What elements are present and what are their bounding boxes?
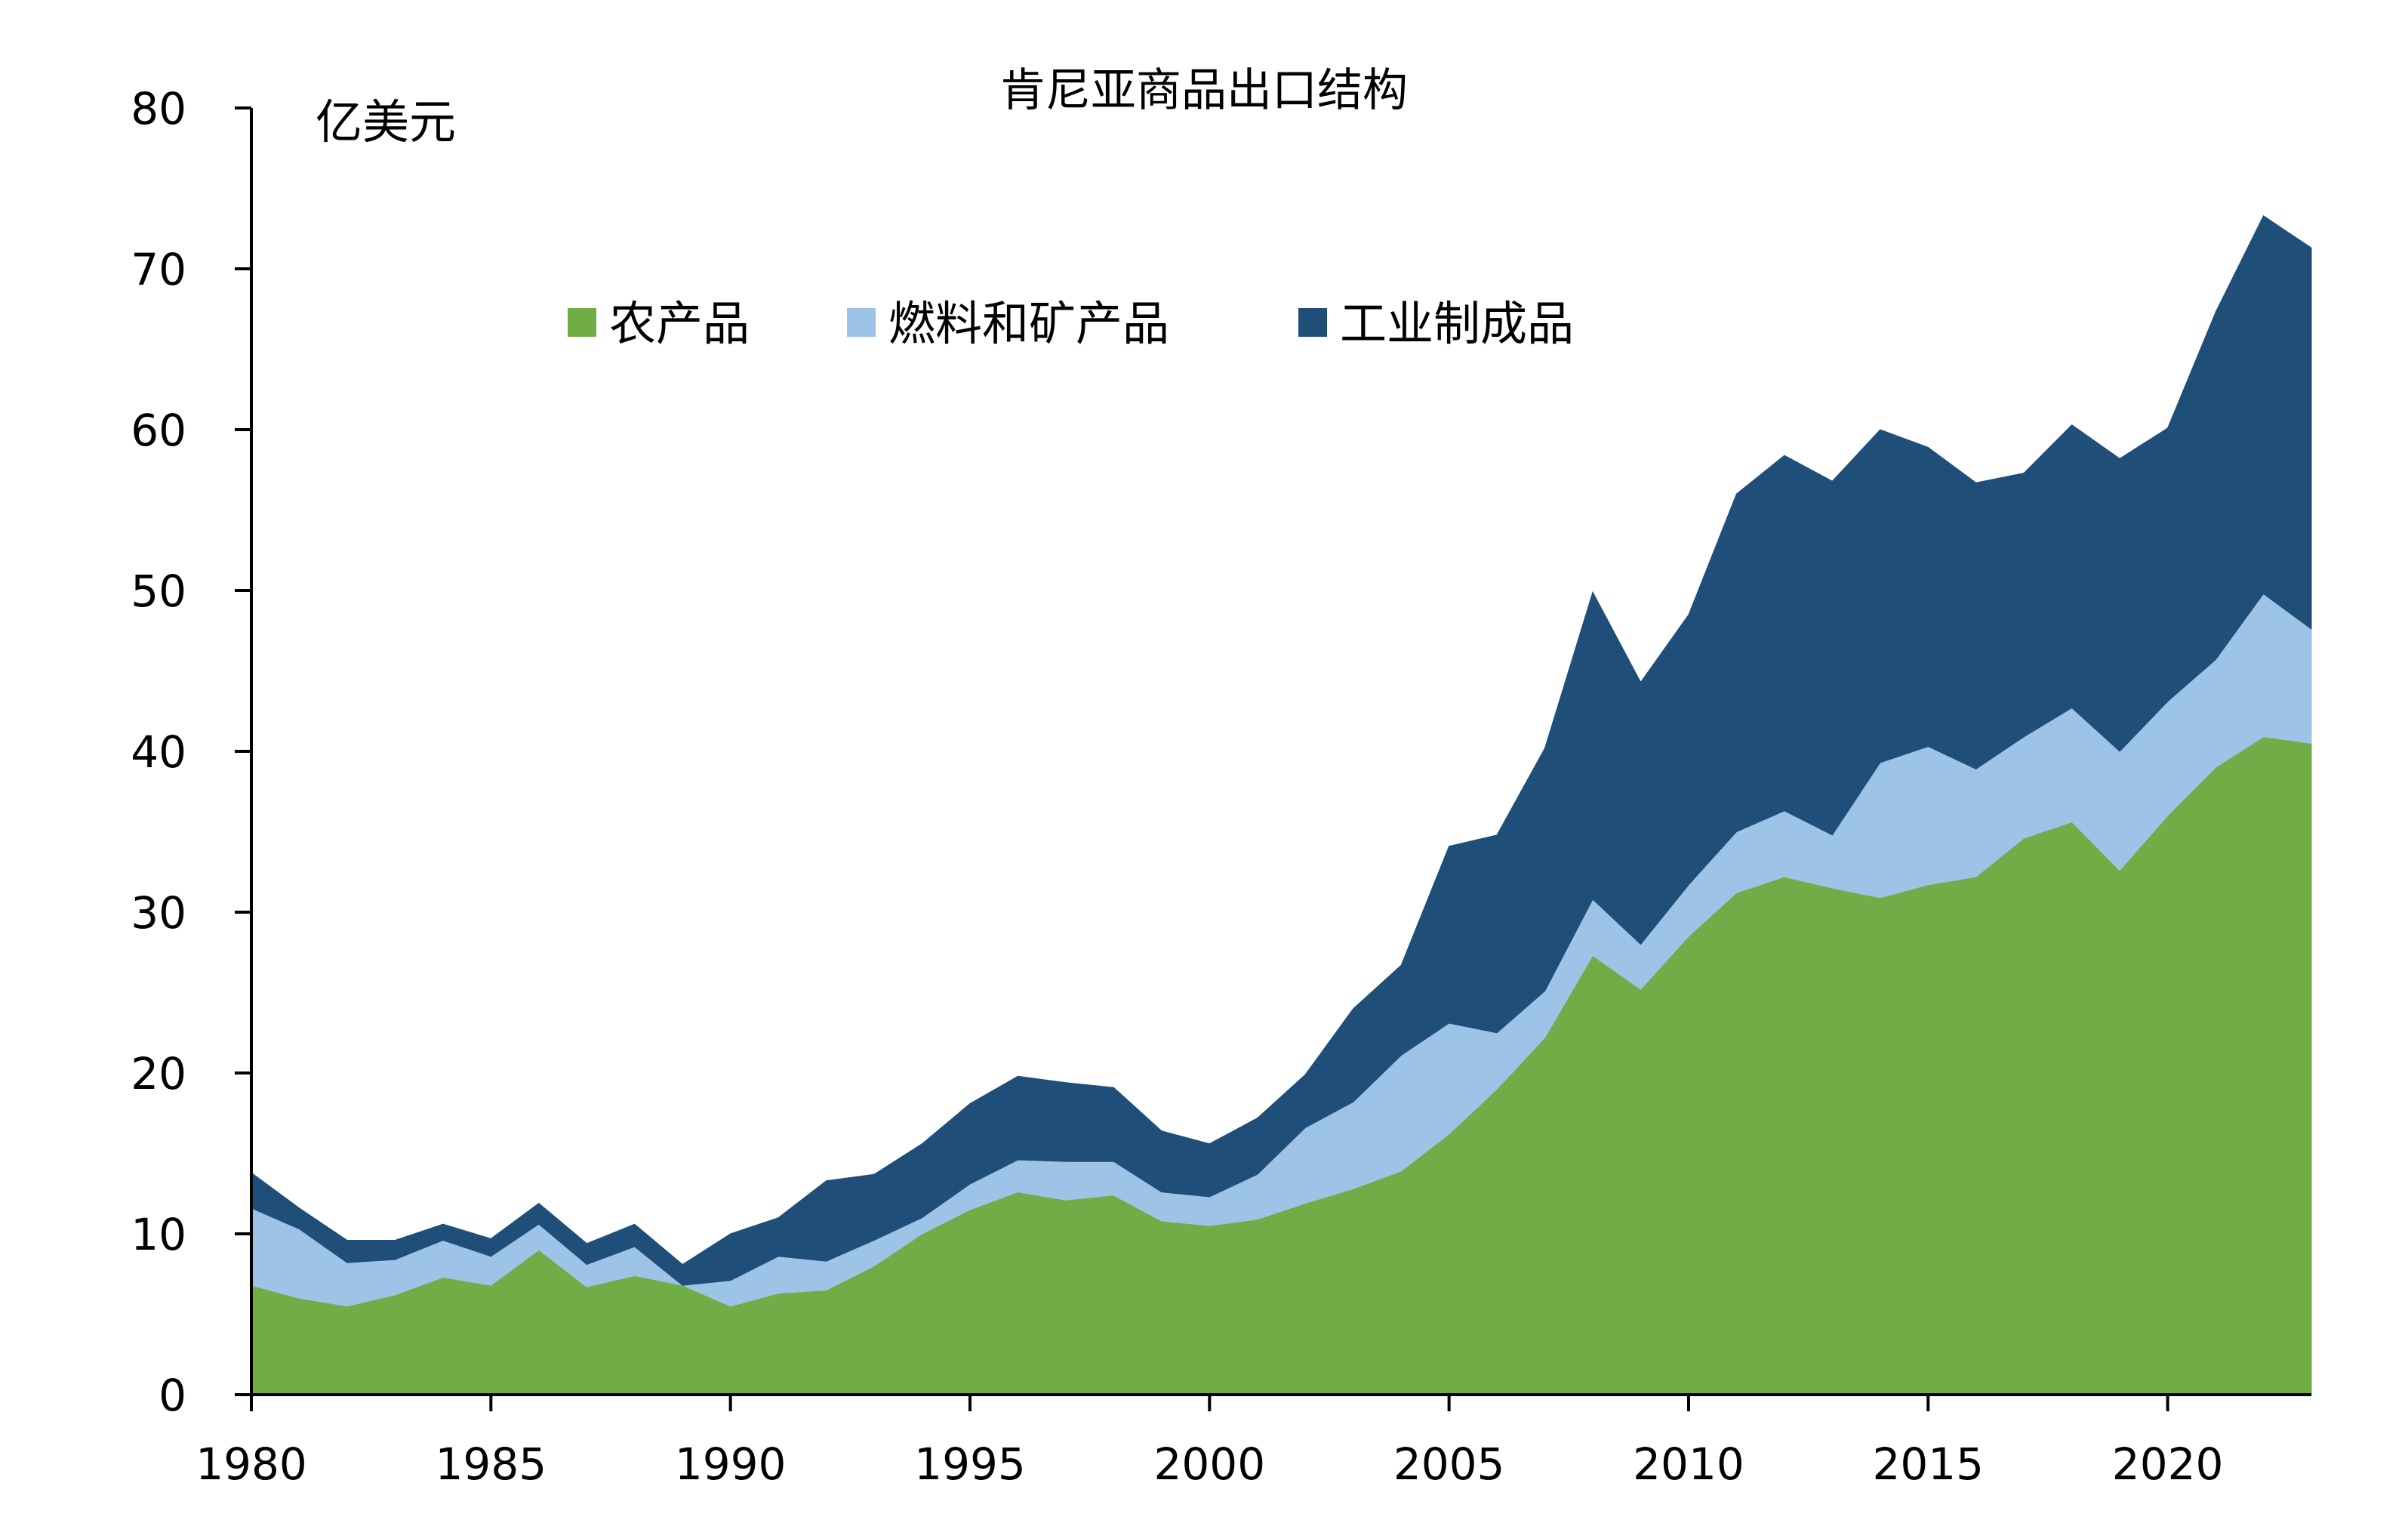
y-tick-label: 50 [131,566,186,617]
y-tick-label: 0 [159,1370,186,1421]
y-tick-label: 70 [131,244,186,295]
stacked-area-series [251,214,2312,1395]
area-series-3 [251,214,2312,1286]
x-tick-label: 2020 [2112,1438,2224,1490]
x-tick-label: 2015 [1872,1438,1984,1490]
y-tick-label: 80 [131,83,186,134]
legend-label: 农产品 [609,296,750,351]
x-tick-label: 2010 [1633,1438,1744,1490]
x-tick-label: 2000 [1153,1438,1265,1490]
y-tick-label: 60 [131,405,186,456]
x-tick-label: 1980 [196,1438,307,1490]
legend-label: 工业制成品 [1340,296,1574,351]
x-tick-label: 1985 [436,1438,547,1490]
x-tick-label: 1995 [914,1438,1026,1490]
legend-swatch [568,308,596,337]
y-tick-label: 20 [131,1048,186,1099]
y-tick-label: 30 [131,887,186,939]
y-tick-label: 10 [131,1209,186,1260]
x-tick-label: 1990 [675,1438,787,1490]
legend-label: 燃料和矿产品 [888,296,1169,351]
legend: 农产品 燃料和矿产品 工业制成品 [568,296,1574,351]
legend-swatch [1298,308,1327,337]
x-axis-ticks: 1980 1985 1990 1995 2000 2005 2010 2015 2020 [196,1395,2223,1490]
y-tick-label: 40 [131,726,186,778]
y-axis-ticks: 0 10 20 30 40 50 60 70 80 [131,83,251,1421]
y-axis-unit-label: 亿美元 [316,94,456,150]
legend-swatch [847,308,876,337]
x-tick-label: 2005 [1393,1438,1505,1490]
chart-title: 肯尼亚商品出口结构 [1000,64,1408,117]
